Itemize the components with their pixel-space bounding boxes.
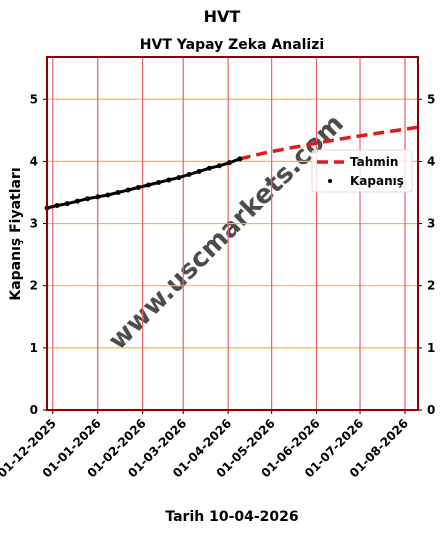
- y2-tick-label: 1: [427, 341, 435, 355]
- forecast-line: [239, 125, 419, 161]
- y2-tick-label: 4: [427, 154, 435, 168]
- y-tick-label: 0: [30, 403, 38, 417]
- close-point: [166, 177, 172, 183]
- close-point: [237, 156, 243, 162]
- close-point: [206, 165, 212, 171]
- plot-frame: [46, 56, 419, 411]
- legend-label: Tahmin: [350, 155, 398, 169]
- suptitle: HVT: [204, 7, 241, 26]
- y-tick-label: 5: [30, 92, 38, 106]
- y2-tick-label: 0: [427, 403, 435, 417]
- close-point: [135, 185, 141, 191]
- close-point: [145, 182, 151, 188]
- close-point: [196, 168, 202, 174]
- chart-title: HVT Yapay Zeka Analizi: [140, 37, 324, 53]
- close-point: [115, 189, 121, 195]
- close-point: [186, 171, 192, 177]
- watermark: www.uscmarkets.com: [103, 109, 350, 356]
- close-point: [85, 196, 91, 202]
- close-point: [125, 187, 131, 193]
- legend-label: Kapanış: [350, 174, 404, 188]
- close-point: [227, 160, 233, 166]
- close-point: [156, 180, 162, 186]
- x-axis-label: Tarih 10-04-2026: [165, 509, 298, 525]
- y-tick-label: 4: [30, 154, 38, 168]
- close-point: [176, 175, 182, 181]
- y2-tick-label: 5: [427, 92, 435, 106]
- y-axis-label: Kapanış Fiyatları: [8, 167, 24, 300]
- y-tick-label: 2: [30, 279, 38, 293]
- legend-swatch: [328, 179, 332, 183]
- close-point: [95, 194, 101, 200]
- y-tick-label: 3: [30, 217, 38, 231]
- y-tick-label: 1: [30, 341, 38, 355]
- close-point: [105, 192, 111, 198]
- close-point: [54, 203, 60, 209]
- close-point: [74, 198, 80, 204]
- close-point: [216, 163, 222, 169]
- y2-tick-label: 3: [427, 217, 435, 231]
- close-point: [64, 201, 70, 207]
- y2-tick-label: 2: [427, 279, 435, 293]
